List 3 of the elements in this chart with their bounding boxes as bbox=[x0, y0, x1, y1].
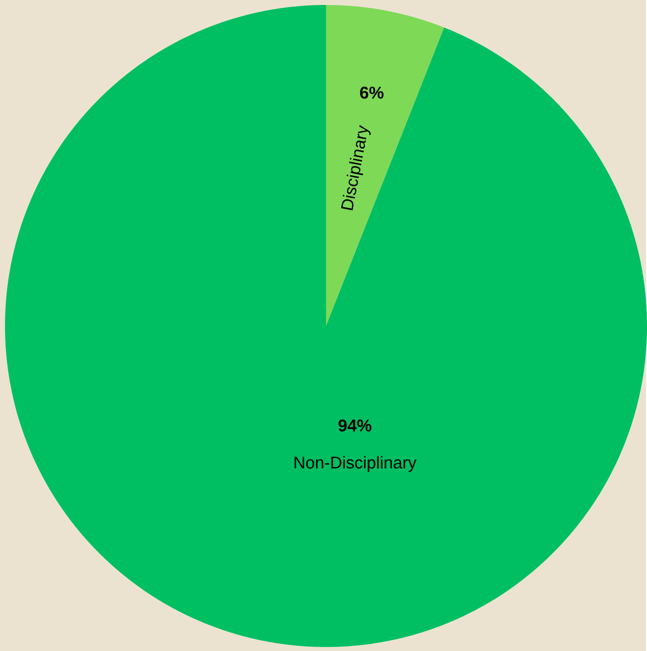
data-label: 6% bbox=[360, 86, 384, 99]
data-label: 94% bbox=[338, 420, 372, 432]
slice-label: Non-Disciplinary bbox=[294, 456, 416, 472]
